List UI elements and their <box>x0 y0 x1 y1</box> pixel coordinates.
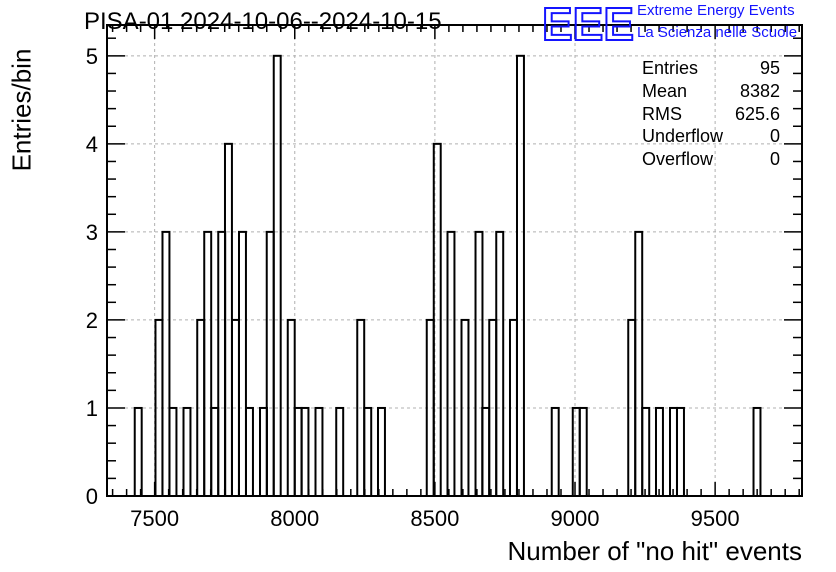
stat-value: 0 <box>769 126 780 147</box>
histogram-bin <box>654 406 664 497</box>
stat-value: 625.6 <box>734 103 780 124</box>
histogram-bin <box>182 406 192 497</box>
histogram-bin <box>515 54 525 498</box>
histogram-bin <box>314 406 324 497</box>
stat-value: 0 <box>769 149 780 170</box>
eee-logo-icon: EEE <box>541 0 635 48</box>
histogram-bin <box>446 230 456 497</box>
y-axis-label: Entries/bin <box>6 48 37 172</box>
logo-tagline-2: La Scienza nelle Scuole <box>637 24 798 41</box>
histogram-bin <box>245 406 254 497</box>
tick-labels: 7500 8000 8500 9000 9500 0 1 2 3 4 5 <box>86 44 740 531</box>
histogram-bin <box>133 406 143 497</box>
histogram-bin <box>676 406 685 497</box>
histogram-bin <box>335 406 345 497</box>
stat-row-entries: Entries 95 <box>642 58 780 81</box>
stat-label: Overflow <box>642 149 714 170</box>
chart-title: PISA-01 2024-10-06--2024-10-15 <box>84 8 442 35</box>
axes <box>106 24 803 497</box>
x-tick-label: 7500 <box>130 506 179 531</box>
histogram-bin <box>495 230 505 497</box>
stat-row-rms: RMS 625.6 <box>642 104 780 127</box>
x-tick-label: 8000 <box>270 506 319 531</box>
histogram-bin <box>272 54 282 498</box>
stat-row-overflow: Overflow 0 <box>642 149 780 172</box>
histogram-bin <box>210 406 220 497</box>
stat-value: 95 <box>759 58 780 78</box>
stat-label: Underflow <box>642 126 724 147</box>
x-axis-label: Number of "no hit" events <box>507 536 803 566</box>
histogram-bin <box>571 406 581 497</box>
y-tick-label: 5 <box>86 44 98 69</box>
histogram-bin <box>634 230 644 497</box>
stat-label: RMS <box>642 103 682 124</box>
stats-box: Entries 95 Mean 8382 RMS 625.6 Underflow… <box>642 58 780 172</box>
histogram-bin <box>550 406 560 497</box>
stat-row-mean: Mean 8382 <box>642 81 780 104</box>
histogram-bars <box>133 54 762 498</box>
histogram-bin <box>752 406 762 497</box>
y-tick-label: 3 <box>86 220 98 245</box>
y-tick-label: 2 <box>86 308 98 333</box>
y-tick-label: 0 <box>86 484 98 509</box>
stat-label: Mean <box>642 80 688 101</box>
stat-row-underflow: Underflow 0 <box>642 126 780 149</box>
y-tick-label: 4 <box>86 132 98 157</box>
histogram-bin <box>578 406 588 497</box>
histogram-bin <box>363 406 373 497</box>
logo-text: EEE <box>542 0 634 48</box>
x-tick-label: 9000 <box>551 506 600 531</box>
histogram-bin <box>376 406 386 497</box>
histogram-bin <box>161 230 171 497</box>
histogram-bin <box>237 230 247 497</box>
histogram-bin <box>641 406 651 497</box>
histogram-bin <box>168 406 178 497</box>
stat-value: 8382 <box>739 80 780 101</box>
histogram-bin <box>203 230 213 497</box>
plot-frame <box>106 24 803 497</box>
y-tick-label: 1 <box>86 396 98 421</box>
histogram-bin <box>669 406 678 497</box>
x-tick-label: 8500 <box>410 506 459 531</box>
stat-label: Entries <box>642 58 699 78</box>
logo-tagline-1: Extreme Energy Events <box>637 2 795 19</box>
x-tick-label: 9500 <box>691 506 740 531</box>
